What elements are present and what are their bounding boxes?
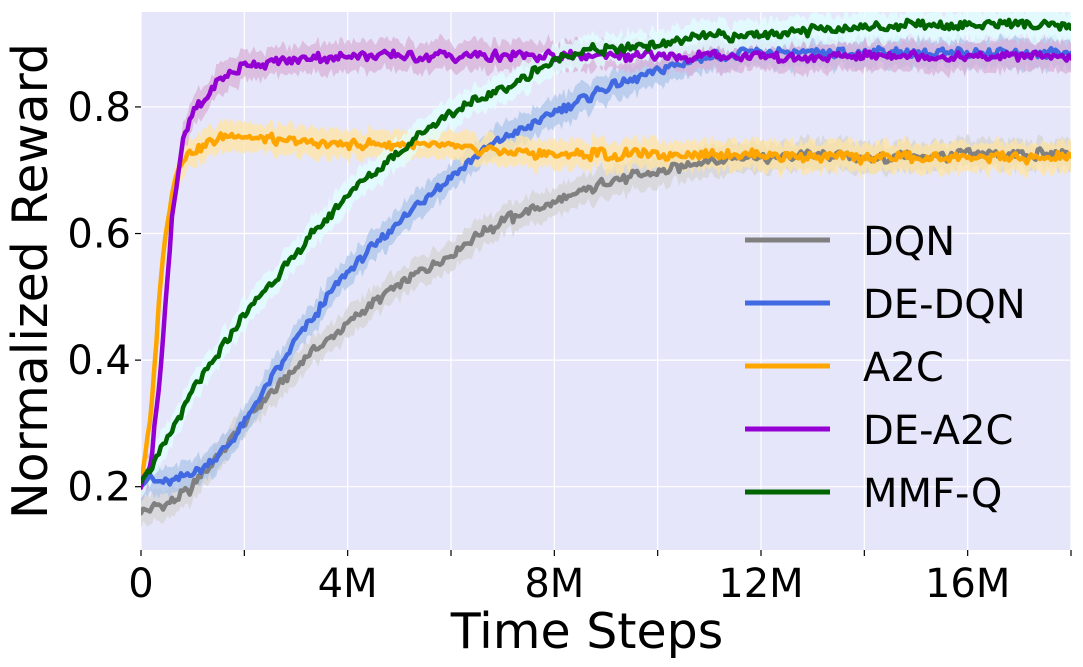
band-dqn	[141, 133, 1071, 528]
x-tick-label: 4M	[318, 561, 378, 607]
x-axis-label: Time Steps	[450, 603, 724, 660]
legend-label-de-dqn: DE-DQN	[863, 282, 1026, 328]
legend: DQN DE-DQN A2C DE-A2C MMF-Q	[745, 219, 1026, 517]
legend-label-dqn: DQN	[863, 219, 955, 265]
band-de-a2c	[141, 33, 1071, 506]
series-line-de-a2c	[141, 48, 1071, 490]
series-lines	[141, 17, 1071, 516]
legend-label-de-a2c: DE-A2C	[863, 408, 1013, 454]
legend-label-a2c: A2C	[863, 345, 944, 391]
axes: 0 4M 8M 12M 16M 0.2 0.4 0.6 0.8	[67, 85, 1072, 607]
y-tick-label: 0.8	[67, 85, 131, 131]
y-tick-label: 0.2	[67, 465, 131, 511]
x-tick-label: 16M	[925, 561, 1010, 607]
series-line-a2c	[141, 131, 1071, 489]
y-axis-label: Normalized Reward	[2, 43, 59, 519]
y-tick-label: 0.6	[67, 212, 131, 258]
legend-label-mmf-q: MMF-Q	[863, 471, 1002, 517]
x-tick-label: 8M	[524, 561, 584, 607]
y-tick-label: 0.4	[67, 338, 131, 384]
x-tick-label: 12M	[718, 561, 803, 607]
x-tick-label: 0	[128, 561, 153, 607]
series-line-mmf-q	[141, 17, 1071, 485]
